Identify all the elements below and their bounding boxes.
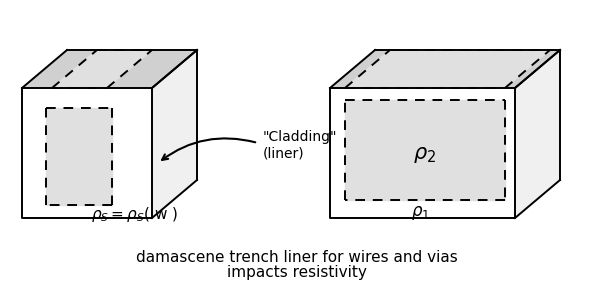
Text: $\rho_1$: $\rho_1$ — [411, 204, 430, 222]
Text: damascene trench liner for wires and vias: damascene trench liner for wires and via… — [136, 250, 458, 265]
Polygon shape — [52, 50, 152, 88]
Text: "Cladding"
(liner): "Cladding" (liner) — [263, 130, 337, 160]
Polygon shape — [330, 88, 515, 218]
Text: $\rho_2$: $\rho_2$ — [414, 145, 437, 165]
Polygon shape — [345, 100, 505, 200]
Polygon shape — [330, 50, 560, 88]
Polygon shape — [22, 50, 197, 88]
Polygon shape — [22, 88, 152, 218]
Text: $\rho_S = \rho_S$( w ): $\rho_S = \rho_S$( w ) — [92, 206, 178, 225]
Polygon shape — [152, 50, 197, 218]
Polygon shape — [515, 50, 560, 218]
Text: impacts resistivity: impacts resistivity — [227, 265, 367, 280]
Polygon shape — [345, 50, 550, 88]
Polygon shape — [46, 108, 112, 205]
